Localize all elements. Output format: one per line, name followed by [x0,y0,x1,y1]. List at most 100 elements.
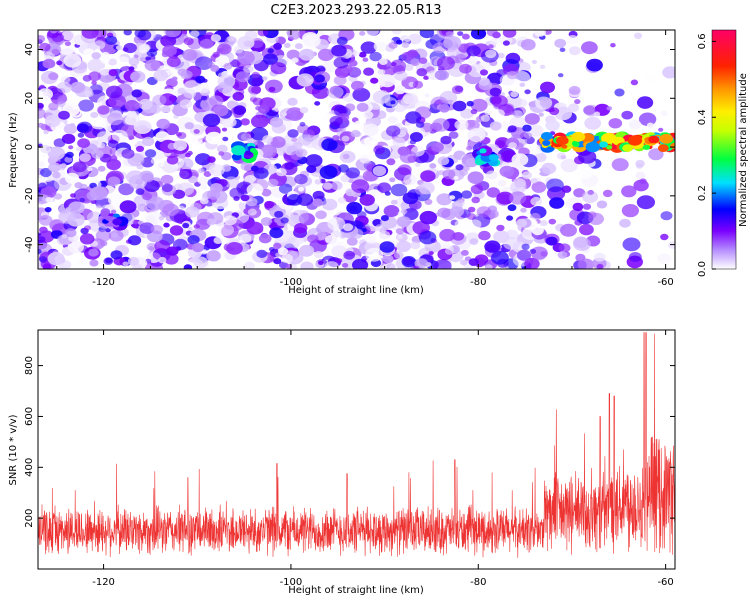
spectrogram-cell [359,194,375,206]
spectrogram-cell [128,57,140,66]
spectrogram-cell [491,181,498,187]
spectrogram-cell [287,30,301,40]
spectrogram-cell [466,100,474,107]
spectrogram-cell [215,55,230,66]
spectrogram-cell [466,145,473,151]
spectrogram-cell [322,198,338,211]
spectrogram-cell [160,174,174,185]
spectrogram-cell [58,110,70,120]
spectrogram-cell [386,125,401,137]
spectrogram-cell [48,72,59,81]
spectrogram-cell [110,250,123,260]
spectrogram-cell [284,162,295,170]
spectrogram-cell [97,165,106,172]
spectrogram-cell [217,81,233,94]
spectrogram-cell [396,216,411,228]
spectrogram-cell [142,192,153,201]
spectrogram-cell [216,144,228,153]
spectrogram-cell [486,30,498,37]
spectrogram-cell [340,174,350,183]
spectrogram-cell [507,204,517,212]
spectrogram-cell [163,30,182,38]
spectrogram-cell [396,240,411,252]
spectrogram-cell [154,240,171,253]
spectrogram-cell [435,69,449,81]
spectrogram-feature-cell [642,144,651,150]
spectrogram-cell [116,56,130,67]
spectrogram-cell [263,53,278,65]
spectrogram-cell [391,99,408,113]
spectrogram-cell [581,41,598,55]
spectrogram-panel: -120 -100 -80 -60 -40 -20 0 20 40 Height of str… [8,29,676,296]
spectrogram-cell [105,35,118,46]
spectrogram-cell [153,69,169,82]
spectrogram-cell [639,178,647,184]
spectrogram-cell [356,102,369,112]
spectrogram-cell [221,127,228,132]
spectrogram-cell [442,169,456,180]
spectrogram-feature-cell [479,148,487,154]
spectrogram-cell [44,207,52,213]
spectrogram-cell [635,171,646,180]
spectrogram-cell [584,116,602,130]
spectrogram-cell [158,256,167,264]
spectrogram-cell [307,234,319,244]
spectrogram-cell [48,102,59,111]
spectrogram-cell [621,110,633,120]
spectrogram-cell [584,71,591,76]
spectrogram-cell [343,250,356,260]
spectrogram-cell [369,51,382,62]
spectrogram-cell [353,50,361,56]
spectrogram-cell [213,104,229,117]
x-tick-label: -60 [657,577,673,588]
spectrogram-cell [412,80,424,89]
spectrogram-cell [377,69,386,75]
spectrogram-cell [622,237,641,252]
spectrogram-cell [41,153,48,158]
spectrogram-cell [217,43,232,55]
spectrogram-cell [61,234,68,239]
spectrogram-cell [257,30,269,37]
spectrogram-cell [530,178,538,184]
colorbar-frame [711,29,737,270]
spectrogram-cell [63,123,78,135]
spectrogram-cell [439,228,456,242]
spectrogram-cell [184,122,194,130]
spectrogram-cell [166,56,181,68]
spectrogram-cell [131,89,143,98]
spectrogram-cell [70,81,86,94]
x-tick-label: -80 [470,277,486,288]
spectrogram-cell [273,258,282,265]
spectrogram-cell [321,138,338,151]
spectrogram-cell [587,211,597,219]
spectrogram-cell [460,108,474,119]
spectrogram-cell [410,241,421,250]
spectrogram-cell [149,104,162,114]
spectrogram-cell [243,65,254,74]
spectrogram-cell [387,116,398,124]
spectrogram-cell [635,159,645,168]
spectrogram-cell [68,201,85,215]
spectrogram-cell [560,158,578,173]
spectrogram-cell [130,70,146,83]
spectrogram-cell [503,236,520,250]
spectrogram-cell [566,35,579,45]
spectrogram-cell [74,182,83,189]
spectrogram-cell [414,162,421,167]
spectrogram-cell [506,70,518,80]
spectrogram-cell [461,249,469,256]
spectrogram-cell [107,112,124,126]
spectrogram-cell [539,64,546,69]
spectrogram-cell [89,186,108,201]
spectrogram-cell [262,76,268,81]
spectrogram-cell [315,210,327,220]
spectrogram-cell [523,132,533,139]
spectrogram-cell [485,49,497,59]
spectrogram-cell [454,119,469,131]
spectrogram-cell [409,132,423,142]
spectrogram-cell [169,225,184,236]
y-tick-label: -20 [24,188,35,204]
spectrogram-cell [509,110,516,116]
spectrogram-cell [636,195,656,210]
spectrogram-cell [560,223,577,237]
